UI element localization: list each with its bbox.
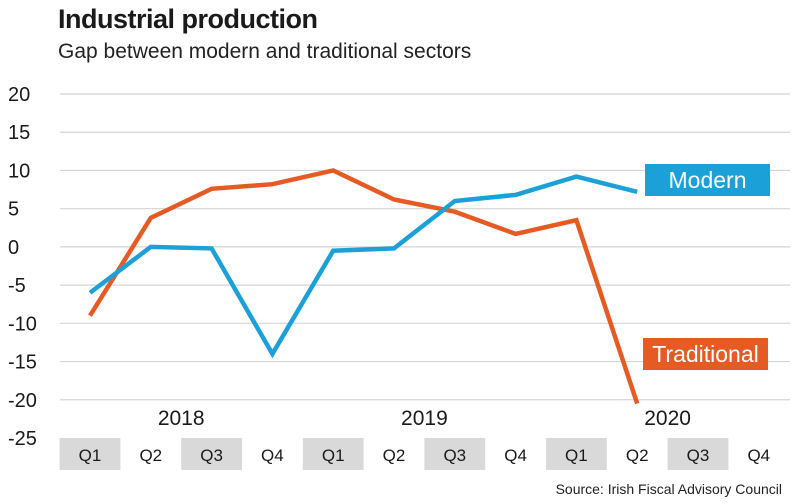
y-tick-label: -20 <box>8 390 37 412</box>
quarter-label: Q2 <box>626 446 649 465</box>
quarter-label: Q1 <box>565 446 588 465</box>
series-label-modern: Modern <box>669 167 747 193</box>
quarter-label: Q4 <box>747 446 770 465</box>
series-lines <box>88 168 640 405</box>
quarter-cell-shade <box>546 438 607 470</box>
quarter-cell-shade <box>302 438 364 470</box>
quarter-label: Q3 <box>687 446 710 465</box>
quarter-cell-shade <box>59 438 121 470</box>
y-axis-ticks: 20 15 10 5 0 -5 -10 -15 -20 -25 <box>8 84 37 450</box>
quarter-axis: Q1 Q2 Q3 Q4 Q1 Q2 Q3 Q4 Q1 Q2 Q3 Q4 <box>59 438 770 470</box>
quarter-label: Q1 <box>79 446 102 465</box>
quarter-cell-shade <box>667 438 729 470</box>
y-tick-label: -15 <box>8 352 37 374</box>
series-label-box <box>643 338 768 370</box>
quarter-label: Q4 <box>261 446 284 465</box>
y-tick-label: 10 <box>8 160 30 182</box>
quarter-label: Q2 <box>139 446 162 465</box>
year-label: 2018 <box>158 407 205 430</box>
quarter-label: Q2 <box>383 446 406 465</box>
y-tick-label: 0 <box>8 237 19 259</box>
quarter-label: Q3 <box>443 446 466 465</box>
series-line-modern <box>88 174 638 359</box>
quarter-cell-shade <box>181 438 242 470</box>
y-tick-label: -25 <box>8 428 37 450</box>
series-label-traditional: Traditional <box>652 341 759 367</box>
y-tick-label: -5 <box>8 275 26 297</box>
y-tick-label: 20 <box>8 84 30 106</box>
year-label: 2019 <box>401 407 448 430</box>
series-labels: Modern Traditional <box>643 164 770 370</box>
series-line-traditional <box>88 168 640 405</box>
quarter-label: Q1 <box>322 446 345 465</box>
y-tick-label: 15 <box>8 122 30 144</box>
source-note: Source: Irish Fiscal Advisory Council <box>555 481 782 497</box>
chart-subtitle: Gap between modern and traditional secto… <box>58 40 472 63</box>
year-label: 2020 <box>644 407 691 430</box>
y-tick-label: -10 <box>8 313 37 335</box>
chart-title: Industrial production <box>58 4 318 34</box>
quarter-cell-shade <box>424 438 486 470</box>
series-label-box <box>645 164 770 196</box>
quarter-label: Q3 <box>200 446 223 465</box>
quarter-label: Q4 <box>504 446 527 465</box>
y-tick-label: 5 <box>8 199 19 221</box>
year-labels: 2018 2019 2020 <box>158 407 691 430</box>
